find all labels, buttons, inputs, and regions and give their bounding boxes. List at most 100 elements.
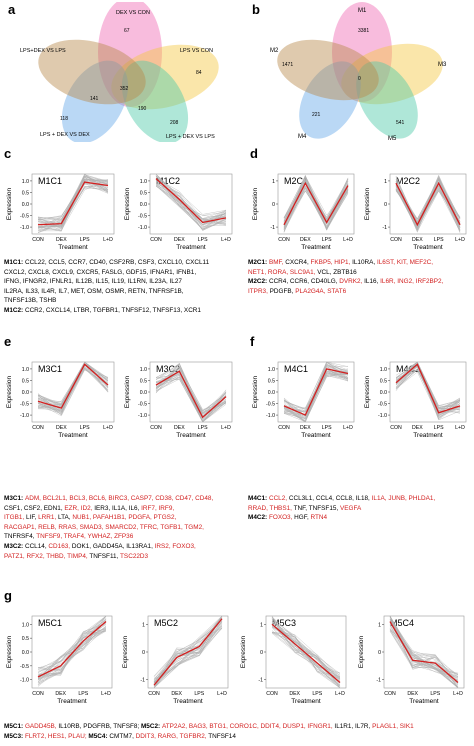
x-tick-label: LPS — [80, 425, 90, 431]
trace-line — [155, 175, 227, 226]
gene-list-line: CSF1, CSF2, EDN1, EZR, ID2, IER3, IL1A, … — [4, 504, 240, 514]
trace-line — [155, 371, 227, 423]
plot-title: M3C2 — [156, 364, 180, 374]
gene-names: BMF, — [268, 259, 286, 266]
cluster-label: M3C1: — [4, 495, 25, 502]
x-axis-label: Treatment — [413, 432, 443, 439]
venn-count: 208 — [170, 120, 179, 126]
y-tick-label: -1 — [382, 225, 387, 231]
panel-f-letter: f — [250, 334, 255, 349]
x-tick-label: L+D — [343, 237, 353, 243]
y-tick-label: 0.5 — [22, 378, 29, 384]
plot-m1c2: M1C2 -1.0 -0.5 0.0 0.5 1.0 CON DEX LPS L+D Treatme… — [124, 173, 233, 251]
trace-line — [153, 615, 223, 680]
y-axis-label: Expression — [124, 188, 131, 221]
venn-ellipse-lps-vs-con — [111, 44, 219, 110]
plot-m5c4: M5C4 -1 0 1 CON DEX LPS L+D Treatment Expression — [358, 615, 465, 705]
gene-names: ITGB1, — [4, 514, 27, 522]
y-tick-label: 0.0 — [22, 650, 29, 656]
cluster-label: M3C2: — [4, 542, 25, 550]
y-tick-label: 0 — [260, 650, 263, 656]
y-tick-label: 0.0 — [140, 202, 147, 208]
x-tick-label: DEX — [171, 691, 182, 697]
gene-names: NET1, RORA, SLC9A1, — [248, 268, 318, 276]
x-axis-label: Treatment — [58, 244, 88, 251]
y-tick-label: 1.0 — [140, 367, 147, 373]
x-axis-label: Treatment — [291, 698, 321, 705]
plot-m3c2: M3C2 -1.0 -0.5 0.0 0.5 1.0 CON DEX LPS L+D Treatme… — [124, 361, 233, 439]
x-tick-label: L+D — [343, 425, 353, 431]
trace-line — [395, 361, 461, 407]
mean-line — [389, 621, 459, 683]
trace-line — [155, 180, 227, 215]
x-tick-label: DEX — [55, 691, 66, 697]
gene-list-line: M3C1: ADM, BCL2L1, BCL3, BCL6, BIRC3, CA… — [4, 494, 240, 504]
gene-names: ATP2A2, BAG3, BTG1, CORO1C, DDIT4, DUSP1… — [161, 723, 335, 730]
plot-title: M1C2 — [156, 176, 180, 186]
x-tick-label: DEX — [289, 691, 300, 697]
trace-line — [271, 618, 341, 675]
venn-count: 190 — [138, 106, 147, 112]
plot-title: M2C2 — [396, 176, 420, 186]
panel-e-letter: e — [4, 334, 12, 349]
gene-names: CCL14, — [24, 542, 49, 550]
x-tick-label: CON — [32, 691, 44, 697]
y-tick-label: 1 — [260, 622, 263, 628]
gene-names: TSC22D3 — [120, 552, 149, 560]
venn-ellipse-m3 — [356, 61, 418, 139]
plot-m2c1: M2C1 -1 0 1 CON DEX LPS L+D Treatment Expression — [252, 173, 355, 251]
venn-count: 221 — [312, 112, 321, 118]
x-axis-label: Treatment — [413, 244, 443, 251]
x-tick-label: DEX — [412, 237, 423, 243]
y-tick-label: -1.0 — [266, 413, 275, 419]
venn-label: LPS+DEX VS LPS — [20, 48, 66, 54]
trace-line — [153, 621, 223, 683]
mean-line — [155, 178, 227, 224]
gene-list-line: ITPR3, PDGFB, PLA2G4A, STAT6 — [248, 287, 470, 297]
venn-ellipse-dex-vs-con — [98, 2, 162, 107]
gene-list-line: RACGAP1, RELB, RRAS, SMAD3, SMARCD2, TFR… — [4, 523, 240, 533]
gene-names: IL6R, ING2, IRF2BP2, — [380, 278, 444, 286]
y-tick-label: 1.0 — [268, 367, 275, 373]
gene-names: IL1A, JUNB, PHLDA1, — [371, 495, 436, 502]
mean-line — [153, 618, 223, 686]
gene-list-line: M1C1: CCL22, CCL5, CCR7, CD40, CSF2RB, C… — [4, 258, 240, 268]
plot-title: M5C3 — [272, 618, 296, 628]
plot-m1c1: M1C1 -1.0 -0.5 0.0 0.5 1.0 CON DEX LPS L+D Treatme… — [6, 173, 115, 251]
y-tick-label: -1.0 — [20, 225, 29, 231]
y-axis-label: Expression — [240, 636, 247, 669]
y-axis-label: Expression — [6, 636, 13, 669]
y-axis-label: Expression — [124, 376, 131, 409]
x-axis-label: Treatment — [176, 244, 206, 251]
y-tick-label: -0.5 — [266, 402, 275, 408]
gene-names: CCL2, — [268, 495, 289, 502]
plot-m5c3: M5C3 -1 0 1 CON DEX LPS L+D Treatment Expression — [240, 615, 347, 705]
venn-ellipse-m5 — [277, 39, 379, 101]
mean-line — [395, 181, 461, 227]
y-tick-label: -0.5 — [138, 402, 147, 408]
plot-m3c1: M3C1 -1.0 -0.5 0.0 0.5 1.0 CON DEX LPS L+D Treatme… — [6, 361, 115, 439]
cluster-label: M4C2: — [248, 514, 269, 522]
venn-count: 1471 — [282, 62, 293, 68]
trace-line — [37, 621, 107, 680]
venn-count: 0 — [358, 76, 361, 82]
x-tick-label: DEX — [300, 425, 311, 431]
y-tick-label: 1.0 — [22, 622, 29, 628]
gene-list-line: TNFRSF4, TNFSF9, TRAF4, YWHAZ, ZFP36 — [4, 532, 240, 542]
panel-c-letter: c — [4, 146, 12, 161]
gene-names: PATZ1, RFX2, THBD, TIMP4, — [4, 552, 90, 560]
x-tick-label: LPS — [78, 691, 88, 697]
x-tick-label: L+D — [103, 425, 113, 431]
gene-list-line: PATZ1, RFX2, THBD, TIMP4, TNFSF11, TSC22… — [4, 552, 240, 562]
y-tick-label: -1.0 — [378, 413, 387, 419]
y-tick-label: 0.5 — [140, 378, 147, 384]
y-tick-label: 1.0 — [140, 179, 147, 185]
y-axis-label: Expression — [6, 376, 13, 409]
y-axis-label: Expression — [6, 188, 13, 221]
trace-line — [153, 615, 223, 689]
venn-ellipse-lps-dex-vs-lps-2 — [38, 39, 146, 105]
gene-list-m3: M3C1: ADM, BCL2L1, BCL3, BCL6, BIRC3, CA… — [4, 494, 240, 561]
venn-label: DEX VS CON — [116, 10, 150, 16]
x-tick-label: CON — [390, 425, 402, 431]
venn-count: 3381 — [358, 28, 369, 34]
